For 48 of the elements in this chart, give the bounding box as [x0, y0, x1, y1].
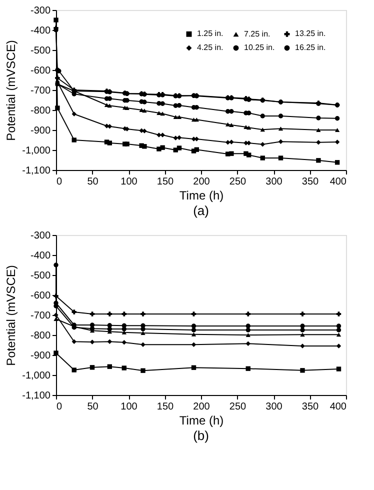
legend-label: 1.25 in.: [197, 29, 224, 38]
y-tick-label: -800: [30, 106, 51, 116]
x-tick-label: 250: [229, 402, 247, 412]
y-tick-label: -700: [30, 310, 51, 322]
legend-label: 7.25 in.: [244, 29, 270, 38]
y-tick-label: -700: [30, 86, 51, 96]
legend-label: 13.25 in.: [295, 29, 326, 38]
x-tick-label: 200: [193, 402, 210, 412]
x-tick-label: 350: [302, 402, 320, 412]
y-tick-label: -900: [30, 126, 51, 136]
x-tick-label: 350: [302, 176, 320, 188]
y-tick-label: -600: [30, 66, 51, 76]
y-tick-label: -1,100: [22, 390, 51, 402]
y-tick-label: -800: [30, 330, 51, 342]
x-tick-label: 300: [266, 402, 283, 412]
x-tick-label: 100: [120, 176, 138, 188]
x-tick-label: 0: [56, 176, 62, 188]
x-tick-label: 100: [120, 402, 138, 412]
text: (b): [193, 428, 209, 443]
x-axis-title: Time (h): [179, 414, 224, 428]
y-tick-label: -1,000: [22, 370, 51, 382]
y-tick-label: -500: [30, 270, 51, 282]
x-tick-label: 150: [156, 402, 174, 412]
y-tick-label: -300: [30, 230, 51, 242]
y-tick-label: -900: [30, 350, 51, 362]
legend-label: 10.25 in.: [244, 43, 275, 52]
x-tick-label: 250: [229, 176, 247, 188]
x-tick-label: 50: [87, 402, 99, 412]
x-tick-label: 50: [87, 176, 99, 188]
y-tick-label: -300: [30, 6, 51, 16]
x-tick-label: 400: [330, 402, 347, 412]
y-tick-label: -600: [30, 290, 51, 302]
y-tick-label: -500: [30, 46, 51, 56]
x-tick-label: 300: [266, 176, 283, 188]
legend-label: 16.25 in.: [295, 43, 326, 52]
y-tick-label: -400: [30, 250, 51, 262]
y-tick-label: -1,000: [22, 146, 51, 156]
legend-label: 4.25 in.: [197, 43, 224, 52]
y-axis-title: Potential (mVSCE): [4, 265, 18, 366]
x-axis-title: Time (h): [179, 188, 224, 202]
x-tick-label: 150: [156, 176, 174, 188]
y-axis-title: Potential (mVSCE): [4, 40, 18, 141]
text: (a): [193, 203, 209, 218]
x-tick-label: 200: [193, 176, 210, 188]
y-tick-label: -1,100: [22, 166, 51, 176]
x-tick-label: 400: [330, 176, 347, 188]
x-tick-label: 0: [56, 402, 62, 412]
y-tick-label: -400: [30, 26, 51, 36]
